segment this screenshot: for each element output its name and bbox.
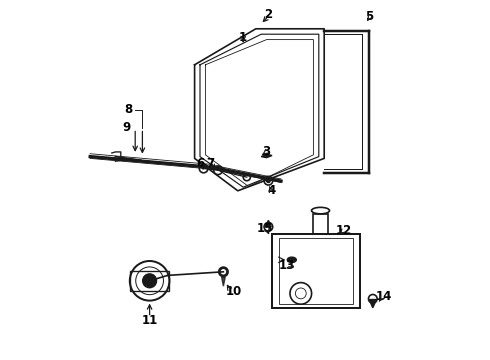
- Text: 4: 4: [268, 184, 276, 197]
- Text: 10: 10: [225, 285, 242, 298]
- Circle shape: [267, 179, 270, 183]
- Bar: [130, 271, 170, 291]
- Text: 8: 8: [124, 103, 132, 116]
- Bar: [279, 238, 353, 304]
- Text: 11: 11: [142, 314, 158, 327]
- Polygon shape: [221, 277, 225, 286]
- Text: 13: 13: [278, 259, 294, 272]
- Circle shape: [143, 274, 156, 288]
- Text: 14: 14: [375, 291, 392, 303]
- Bar: [272, 234, 360, 308]
- Bar: [313, 214, 328, 234]
- Text: 12: 12: [336, 224, 352, 237]
- Text: 1: 1: [239, 31, 247, 44]
- Polygon shape: [261, 154, 272, 158]
- Text: 6: 6: [196, 157, 204, 170]
- Text: 5: 5: [365, 10, 373, 23]
- Text: 9: 9: [123, 121, 131, 134]
- Text: 2: 2: [264, 8, 272, 21]
- Text: 7: 7: [207, 157, 215, 170]
- Text: 15: 15: [257, 222, 273, 235]
- Polygon shape: [369, 300, 376, 308]
- Text: 3: 3: [263, 145, 270, 158]
- Polygon shape: [266, 220, 271, 227]
- Ellipse shape: [287, 257, 296, 262]
